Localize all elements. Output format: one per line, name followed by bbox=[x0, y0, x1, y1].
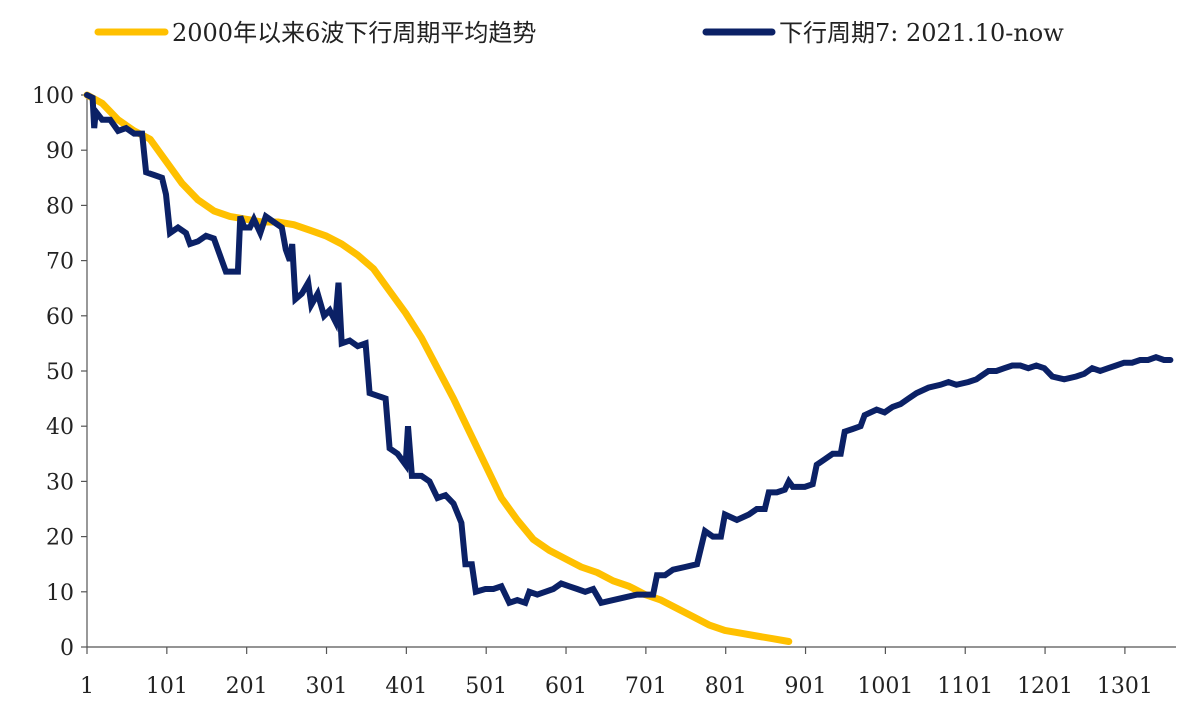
y-axis-ticks: 0 10 20 30 40 50 60 70 80 90 100 bbox=[32, 84, 87, 661]
x-tick-label: 501 bbox=[465, 674, 507, 699]
y-tick-label: 0 bbox=[60, 636, 74, 661]
y-tick-label: 100 bbox=[32, 84, 74, 109]
x-tick-label: 401 bbox=[385, 674, 427, 699]
y-tick-label: 60 bbox=[46, 305, 74, 330]
x-tick-label: 1201 bbox=[1017, 674, 1073, 699]
x-tick-label: 301 bbox=[306, 674, 348, 699]
x-tick-label: 1001 bbox=[857, 674, 913, 699]
y-tick-label: 10 bbox=[46, 581, 74, 606]
x-tick-label: 101 bbox=[146, 674, 188, 699]
x-tick-label: 1 bbox=[80, 674, 94, 699]
series-line-2 bbox=[84, 92, 1174, 607]
x-tick-label: 1301 bbox=[1097, 674, 1153, 699]
plot-area bbox=[83, 91, 1174, 645]
y-tick-label: 30 bbox=[46, 470, 74, 495]
x-tick-label: 801 bbox=[705, 674, 747, 699]
x-tick-label: 1101 bbox=[937, 674, 993, 699]
x-axis-ticks: 1 101 201 301 401 501 601 701 801 901 1001 1101 1201… bbox=[80, 647, 1153, 699]
legend: 2000年以来6波下行周期平均趋势 下行周期7: 2021.10-now bbox=[94, 19, 1064, 47]
legend-label-1: 2000年以来6波下行周期平均趋势 bbox=[172, 19, 536, 47]
series-line-1 bbox=[83, 91, 793, 645]
y-tick-label: 80 bbox=[46, 194, 74, 219]
y-tick-label: 40 bbox=[46, 415, 74, 440]
legend-label-2: 下行周期7: 2021.10-now bbox=[779, 19, 1064, 47]
x-tick-label: 601 bbox=[545, 674, 587, 699]
y-tick-label: 90 bbox=[46, 139, 74, 164]
x-tick-label: 901 bbox=[785, 674, 827, 699]
y-tick-label: 70 bbox=[46, 250, 74, 275]
y-tick-label: 20 bbox=[46, 526, 74, 551]
x-tick-label: 701 bbox=[625, 674, 667, 699]
x-tick-label: 201 bbox=[226, 674, 268, 699]
y-tick-label: 50 bbox=[46, 360, 74, 385]
